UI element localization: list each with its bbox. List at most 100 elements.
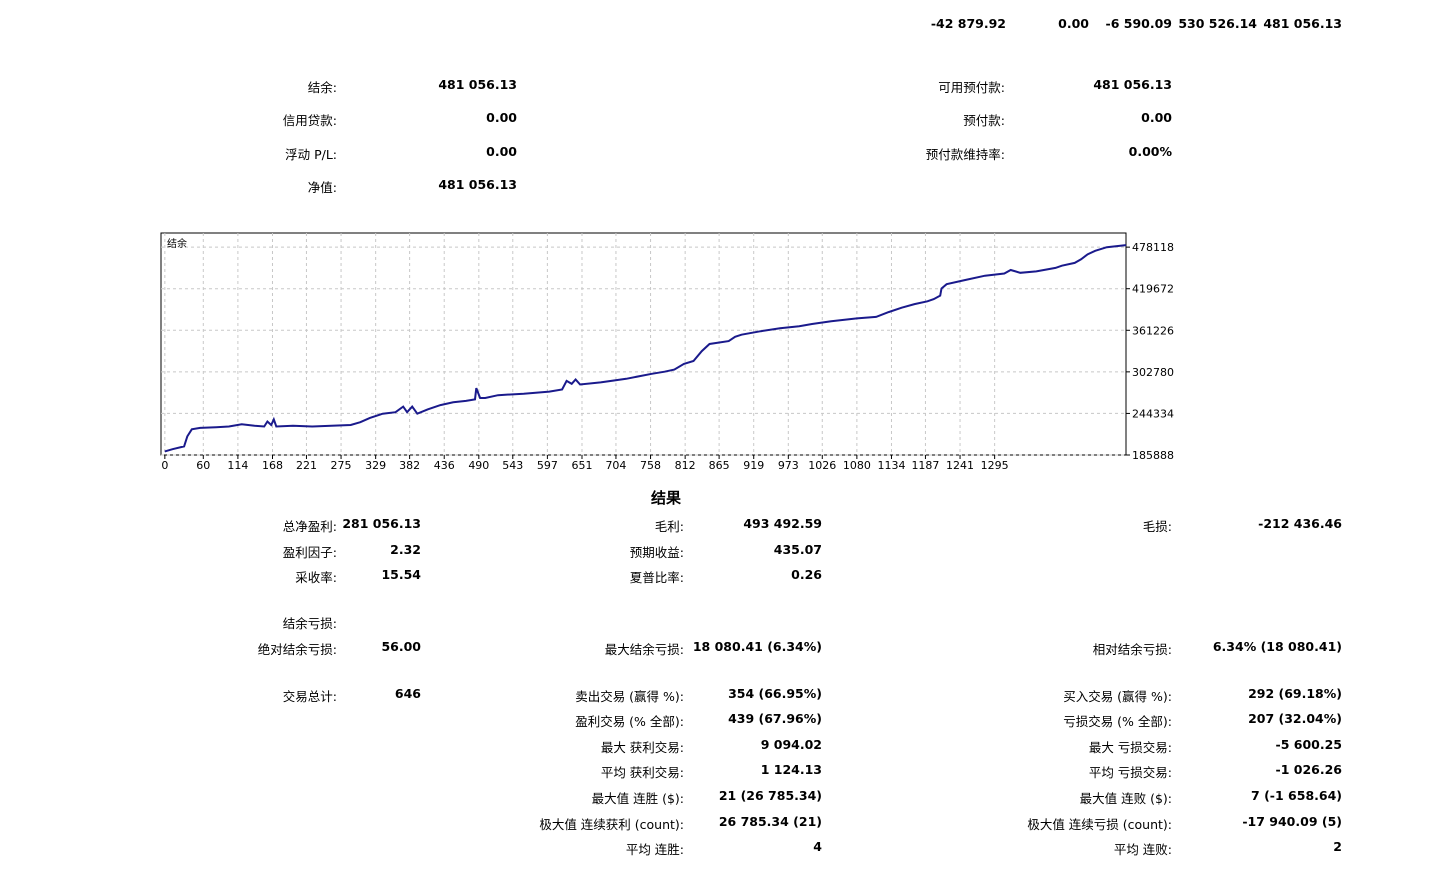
x-tick-label: 543 (502, 459, 523, 472)
x-tick-label: 1295 (981, 459, 1009, 472)
margin-value: 0.00 (1141, 110, 1172, 125)
absolute-drawdown-value: 56.00 (381, 639, 421, 654)
max-consecutive-wins-value: 21 (26 785.34) (718, 788, 822, 803)
profit-trades-label: 盈利交易 (% 全部): (575, 714, 684, 729)
y-tick-label: 419672 (1132, 283, 1174, 296)
y-tick-label: 302780 (1132, 366, 1174, 379)
top-total-3: -6 590.09 (1105, 16, 1172, 31)
net-profit-label: 总净盈利: (282, 519, 337, 534)
x-tick-label: 973 (778, 459, 799, 472)
x-tick-label: 919 (743, 459, 764, 472)
x-tick-label: 114 (227, 459, 248, 472)
average-consecutive-wins-value: 4 (813, 839, 822, 854)
profit-trades-value: 439 (67.96%) (728, 711, 822, 726)
x-tick-label: 704 (605, 459, 626, 472)
loss-trades-label: 亏损交易 (% 全部): (1063, 714, 1172, 729)
x-tick-label: 1080 (843, 459, 871, 472)
sharpe-ratio-value: 0.26 (791, 567, 822, 582)
chart-title: 结余 (167, 237, 187, 250)
max-drawdown-value: 18 080.41 (6.34%) (692, 639, 822, 654)
x-tick-label: 1026 (808, 459, 836, 472)
recovery-factor-value: 15.54 (381, 567, 421, 582)
average-loss-label: 平均 亏损交易: (1088, 765, 1172, 780)
max-consecutive-profit-label: 极大值 连续获利 (count): (539, 817, 684, 832)
x-tick-label: 168 (262, 459, 283, 472)
x-tick-label: 221 (296, 459, 317, 472)
top-total-2: 0.00 (1058, 16, 1089, 31)
margin-level-label: 预付款维持率: (925, 147, 1005, 162)
x-tick-label: 1134 (877, 459, 905, 472)
max-consecutive-wins-label: 最大值 连胜 ($): (591, 791, 684, 806)
chart-grid (161, 233, 1126, 456)
top-total-1: -42 879.92 (930, 16, 1006, 31)
max-drawdown-label: 最大结余亏损: (604, 642, 684, 657)
x-tick-label: 60 (196, 459, 210, 472)
y-axis-ticks: 185888 244334 302780 361226 419672 478118 (1126, 241, 1174, 462)
credit-value: 0.00 (486, 110, 517, 125)
floating-pl-label: 浮动 P/L: (285, 147, 337, 162)
equity-value: 481 056.13 (438, 177, 517, 192)
relative-drawdown-value: 6.34% (18 080.41) (1212, 639, 1342, 654)
expected-payoff-label: 预期收益: (629, 545, 684, 560)
x-tick-label: 758 (640, 459, 661, 472)
sharpe-ratio-label: 夏普比率: (629, 570, 684, 585)
x-tick-label: 812 (675, 459, 696, 472)
gross-profit-label: 毛利: (654, 519, 684, 534)
average-profit-value: 1 124.13 (760, 762, 822, 777)
net-profit-value: 281 056.13 (342, 516, 421, 531)
chart-frame (160, 232, 1127, 456)
max-consecutive-losses-label: 最大值 连败 ($): (1079, 791, 1172, 806)
largest-loss-label: 最大 亏损交易: (1088, 740, 1172, 755)
max-consecutive-loss-label: 极大值 连续亏损 (count): (1027, 817, 1172, 832)
loss-trades-value: 207 (32.04%) (1248, 711, 1342, 726)
recovery-factor-label: 采收率: (295, 570, 337, 585)
short-trades-label: 卖出交易 (赢得 %): (575, 689, 684, 704)
credit-label: 信用贷款: (282, 113, 337, 128)
average-consecutive-losses-value: 2 (1333, 839, 1342, 854)
y-tick-label: 185888 (1132, 449, 1174, 462)
x-tick-label: 490 (468, 459, 489, 472)
average-consecutive-losses-label: 平均 连败: (1113, 842, 1172, 857)
balance-chart: 结余 0 60 114 168 221 275 329 382 436 490 543 597 651 7… (160, 232, 1174, 472)
x-tick-label: 275 (331, 459, 352, 472)
total-trades-label: 交易总计: (282, 689, 337, 704)
results-title: 结果 (651, 489, 682, 507)
x-tick-label: 597 (537, 459, 558, 472)
balance-value: 481 056.13 (438, 77, 517, 92)
x-tick-label: 0 (161, 459, 168, 472)
gross-loss-value: -212 436.46 (1258, 516, 1342, 531)
top-total-4: 530 526.14 (1178, 16, 1257, 31)
x-axis-ticks: 0 60 114 168 221 275 329 382 436 490 543 597 651 704 7… (161, 455, 1009, 472)
y-tick-label: 478118 (1132, 241, 1174, 254)
gross-loss-label: 毛损: (1142, 519, 1172, 534)
x-tick-label: 651 (571, 459, 592, 472)
total-trades-value: 646 (394, 686, 421, 701)
balance-label: 结余: (307, 80, 337, 95)
average-loss-value: -1 026.26 (1275, 762, 1342, 777)
margin-level-value: 0.00% (1128, 144, 1172, 159)
gross-profit-value: 493 492.59 (743, 516, 822, 531)
largest-profit-label: 最大 获利交易: (600, 740, 684, 755)
max-consecutive-losses-value: 7 (-1 658.64) (1251, 788, 1342, 803)
absolute-drawdown-label: 绝对结余亏损: (257, 642, 337, 657)
free-margin-value: 481 056.13 (1093, 77, 1172, 92)
largest-loss-value: -5 600.25 (1275, 737, 1342, 752)
y-tick-label: 244334 (1132, 407, 1174, 420)
equity-label: 净值: (307, 180, 337, 195)
max-consecutive-loss-value: -17 940.09 (5) (1242, 814, 1342, 829)
average-consecutive-wins-label: 平均 连胜: (625, 842, 684, 857)
x-tick-label: 1187 (911, 459, 939, 472)
top-total-5: 481 056.13 (1263, 16, 1342, 31)
x-tick-label: 1241 (946, 459, 974, 472)
y-tick-label: 361226 (1132, 324, 1174, 337)
profit-factor-value: 2.32 (390, 542, 421, 557)
margin-label: 预付款: (963, 113, 1005, 128)
relative-drawdown-label: 相对结余亏损: (1092, 642, 1172, 657)
x-tick-label: 329 (365, 459, 386, 472)
long-trades-value: 292 (69.18%) (1248, 686, 1342, 701)
floating-pl-value: 0.00 (486, 144, 517, 159)
x-tick-label: 865 (709, 459, 730, 472)
x-tick-label: 382 (399, 459, 420, 472)
balance-drawdown-label: 结余亏损: (282, 616, 337, 631)
expected-payoff-value: 435.07 (773, 542, 822, 557)
